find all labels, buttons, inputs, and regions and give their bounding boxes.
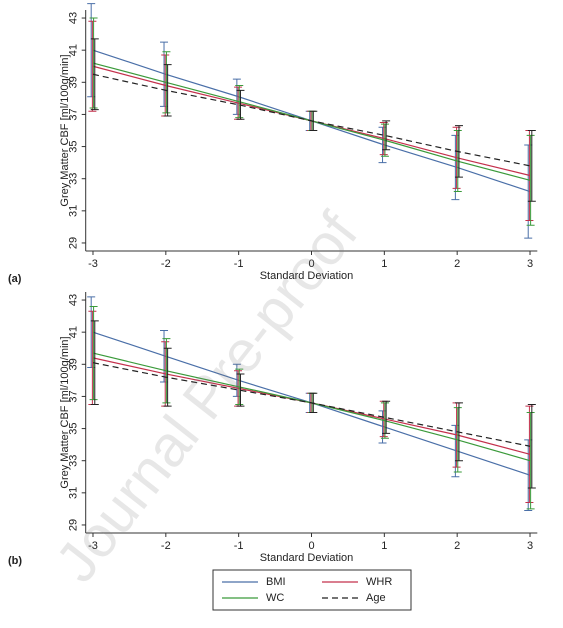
x-tick-label: 1: [381, 540, 387, 552]
x-axis-label: Standard Deviation: [260, 552, 354, 564]
y-tick-label: 41: [68, 44, 80, 56]
error-bar: [163, 347, 172, 407]
x-tick-label: -3: [88, 540, 98, 552]
y-tick-label: 37: [68, 390, 80, 402]
y-tick-label: 35: [68, 422, 80, 434]
y-axis-label: Grey Matter CBF [ml/100g/min]: [59, 54, 71, 206]
panel-label: (b): [8, 555, 22, 567]
x-tick-label: -2: [161, 540, 171, 552]
legend-label: Age: [366, 592, 386, 604]
error-bar: [526, 134, 535, 226]
x-tick-label: -2: [161, 258, 171, 270]
x-tick-label: 2: [454, 540, 460, 552]
y-tick-label: 43: [68, 294, 80, 306]
x-tick-label: 2: [454, 258, 460, 270]
error-bar: [163, 64, 172, 117]
legend-label: WC: [266, 592, 284, 604]
y-tick-label: 43: [68, 12, 80, 24]
legend-box: [212, 569, 412, 611]
series-line: [92, 62, 531, 181]
x-tick-label: 1: [381, 258, 387, 270]
x-tick-label: -1: [234, 258, 244, 270]
error-bar: [526, 412, 535, 510]
y-tick-label: 41: [68, 326, 80, 338]
legend-label: WHR: [366, 576, 392, 588]
y-tick-label: 33: [68, 173, 80, 185]
x-tick-label: -1: [234, 540, 244, 552]
y-tick-label: 39: [68, 76, 80, 88]
y-tick-label: 37: [68, 108, 80, 120]
y-tick-label: 31: [68, 487, 80, 499]
error-bar: [527, 130, 536, 202]
y-axis-label: Grey Matter CBF [ml/100g/min]: [59, 336, 71, 488]
y-tick-label: 39: [68, 358, 80, 370]
error-bar: [236, 373, 245, 407]
x-axis-label: Standard Deviation: [260, 270, 354, 282]
x-tick-label: 0: [308, 258, 314, 270]
error-bar: [527, 403, 536, 489]
x-tick-label: 3: [527, 540, 533, 552]
error-bar: [88, 20, 97, 112]
y-tick-label: 29: [68, 519, 80, 531]
y-tick-label: 29: [68, 237, 80, 249]
panel-label: (a): [8, 273, 22, 285]
series-line: [92, 362, 531, 447]
x-tick-label: 3: [527, 258, 533, 270]
y-tick-label: 31: [68, 205, 80, 217]
error-bar: [382, 400, 391, 434]
error-bar: [382, 120, 391, 151]
x-tick-label: 0: [308, 540, 314, 552]
y-tick-label: 33: [68, 455, 80, 467]
legend-label: BMI: [266, 576, 286, 588]
series-line: [92, 73, 531, 167]
y-tick-label: 35: [68, 140, 80, 152]
x-tick-label: -3: [88, 258, 98, 270]
